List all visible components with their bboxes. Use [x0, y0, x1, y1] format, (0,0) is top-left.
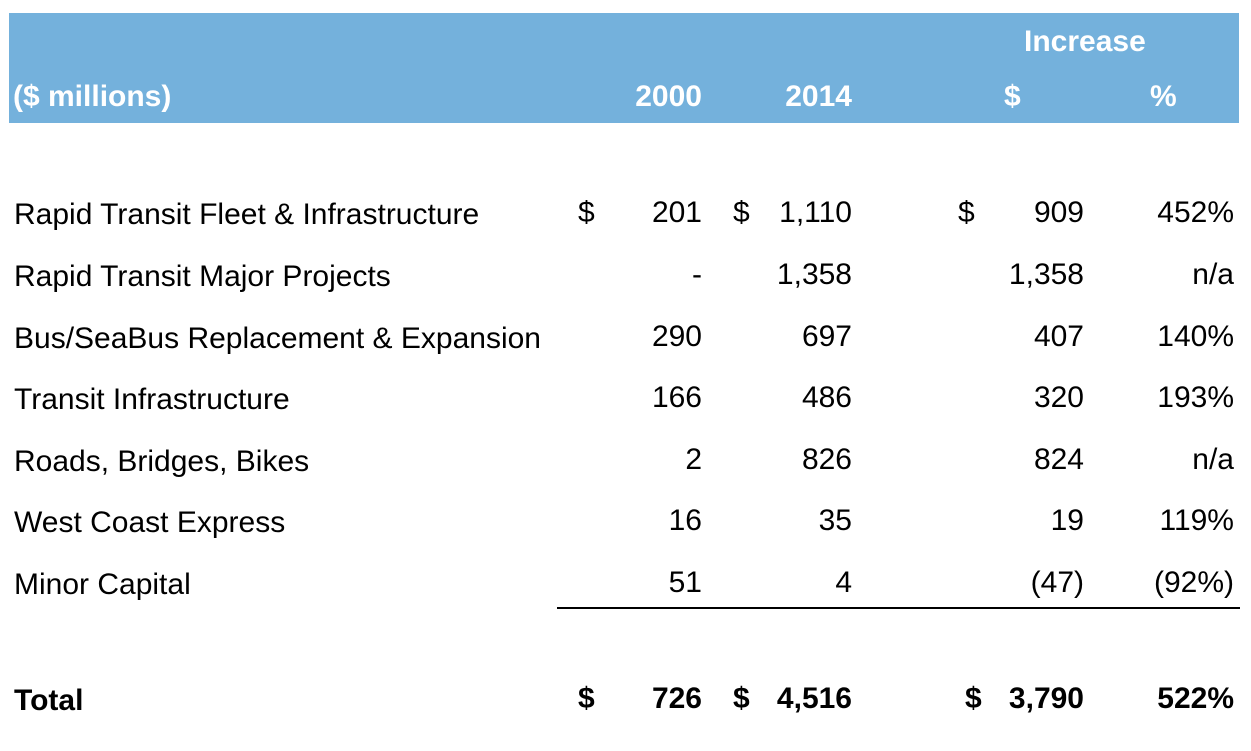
increase-dollars: (47): [1030, 566, 1084, 599]
row-label: Transit Infrastructure: [14, 383, 290, 416]
increase-percent: 119%: [1159, 504, 1234, 537]
row-label: Minor Capital: [14, 568, 191, 601]
increase-percent: n/a: [1192, 443, 1234, 476]
increase-dollars: 824: [1033, 443, 1084, 476]
increase-percent: 193%: [1157, 381, 1234, 414]
table-header: [9, 13, 1239, 123]
value-2000: 201: [651, 196, 702, 229]
currency-symbol: $: [958, 196, 975, 229]
row-label: Rapid Transit Major Projects: [14, 260, 391, 293]
currency-symbol: $: [578, 196, 595, 229]
value-2000: -: [692, 258, 702, 291]
increase-percent: 452%: [1157, 196, 1234, 229]
col-header-2000: 2000: [635, 80, 702, 113]
increase-group-label: Increase: [1024, 25, 1146, 58]
currency-symbol: $: [578, 682, 595, 715]
increase-dollars: 407: [1033, 320, 1084, 353]
total-label: Total: [14, 684, 84, 717]
value-2014: 697: [801, 320, 852, 353]
unit-label: ($ millions): [13, 80, 172, 113]
increase-dollars: 909: [1033, 196, 1084, 229]
value-2000: 2: [685, 443, 702, 476]
col-header-2014: 2014: [785, 80, 852, 113]
value-2014: 4: [835, 566, 852, 599]
currency-symbol: $: [965, 682, 982, 715]
value-2014: 1,110: [779, 196, 852, 229]
value-2000: 290: [651, 320, 702, 353]
total-increase-percent: 522%: [1157, 682, 1234, 715]
col-header-increase-percent: %: [1150, 80, 1177, 113]
increase-percent: 140%: [1157, 320, 1234, 353]
value-2000: 51: [668, 566, 702, 599]
value-2000: 166: [651, 381, 702, 414]
col-header-increase-dollars: $: [1004, 80, 1021, 113]
value-2014: 486: [801, 381, 852, 414]
total-increase-dollars: 3,790: [1008, 682, 1084, 715]
value-2000: 16: [668, 504, 702, 537]
total-2000: 726: [651, 682, 702, 715]
value-2014: 1,358: [776, 258, 852, 291]
row-label: Roads, Bridges, Bikes: [14, 445, 310, 478]
row-label: Bus/SeaBus Replacement & Expansion: [14, 322, 541, 355]
increase-dollars: 320: [1033, 381, 1084, 414]
currency-symbol: $: [733, 682, 750, 715]
row-label: Rapid Transit Fleet & Infrastructure: [14, 198, 480, 231]
increase-dollars: 19: [1050, 504, 1084, 537]
increase-percent: (92%): [1153, 566, 1234, 599]
subtotal-rule: [557, 607, 1240, 609]
currency-symbol: $: [733, 196, 750, 229]
increase-percent: n/a: [1192, 258, 1234, 291]
value-2014: 826: [801, 443, 852, 476]
increase-dollars: 1,358: [1008, 258, 1084, 291]
value-2014: 35: [818, 504, 852, 537]
total-2014: 4,516: [776, 682, 852, 715]
row-label: West Coast Express: [14, 506, 286, 539]
